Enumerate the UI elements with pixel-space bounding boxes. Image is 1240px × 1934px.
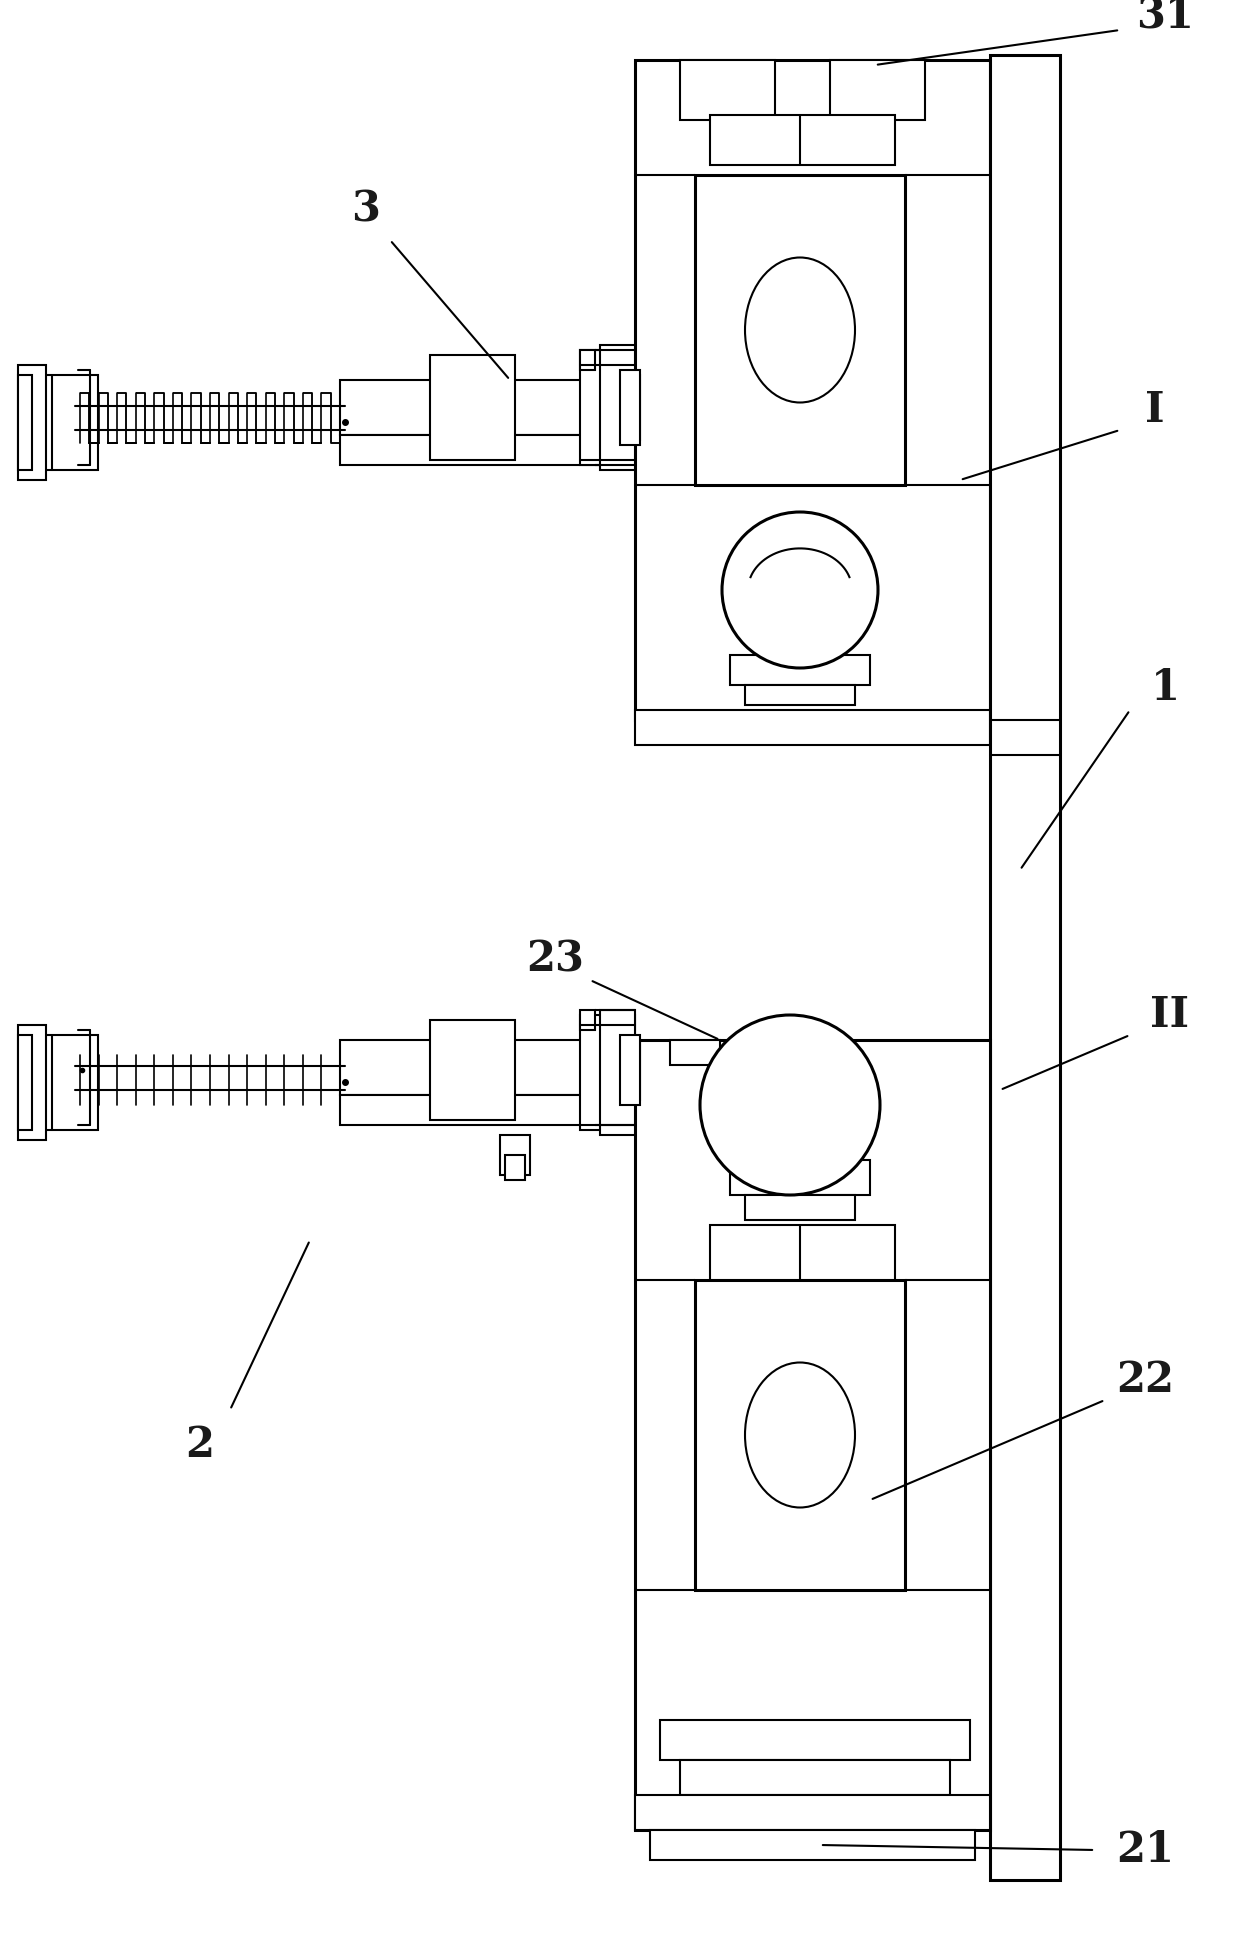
Bar [660, 1719, 970, 1760]
Bar [19, 1025, 46, 1139]
Bar [650, 1830, 975, 1861]
Bar [19, 1035, 32, 1129]
Text: I: I [1146, 389, 1164, 431]
Bar [580, 350, 595, 369]
Bar [600, 344, 635, 470]
Bar [990, 54, 1060, 1880]
Bar [340, 435, 635, 464]
Bar [830, 60, 925, 120]
Bar [694, 1280, 905, 1590]
Bar [340, 379, 635, 435]
Bar [340, 1040, 635, 1095]
Text: 1: 1 [1151, 667, 1179, 710]
Bar [625, 1040, 640, 1100]
Bar [745, 685, 856, 706]
Bar [635, 1795, 990, 1830]
Bar [740, 1040, 790, 1066]
Bar [340, 1095, 635, 1126]
Bar [635, 60, 990, 719]
Bar [795, 1091, 849, 1160]
Bar [580, 350, 635, 464]
Bar [635, 710, 990, 745]
Text: 31: 31 [1136, 0, 1194, 37]
Bar [430, 1019, 515, 1120]
Ellipse shape [745, 257, 856, 402]
Text: II: II [1151, 994, 1189, 1037]
Bar [745, 1195, 856, 1220]
Bar [730, 1050, 785, 1160]
Bar [680, 60, 775, 120]
Bar [730, 656, 870, 685]
Bar [625, 375, 640, 441]
Bar [430, 356, 515, 460]
Ellipse shape [745, 1362, 856, 1507]
Bar [670, 1040, 720, 1066]
Bar [680, 1760, 950, 1795]
Bar [711, 1224, 895, 1280]
Bar [635, 1040, 990, 1830]
Bar [38, 375, 98, 470]
Text: 23: 23 [526, 940, 584, 981]
Bar [500, 1135, 529, 1176]
Bar [19, 375, 32, 470]
Bar [600, 1010, 635, 1135]
Bar [580, 1010, 595, 1031]
Bar [505, 1155, 525, 1180]
Text: 22: 22 [1116, 1360, 1174, 1400]
Bar [694, 174, 905, 485]
Text: 21: 21 [1116, 1830, 1174, 1870]
Bar [580, 1015, 635, 1129]
Circle shape [701, 1015, 880, 1195]
Bar [19, 366, 46, 480]
Text: 2: 2 [186, 1423, 215, 1466]
Circle shape [722, 513, 878, 667]
Bar [711, 114, 895, 164]
Bar [38, 1035, 98, 1129]
Text: 3: 3 [351, 190, 379, 230]
Bar [620, 1035, 640, 1104]
Bar [620, 369, 640, 445]
Bar [730, 1160, 870, 1195]
